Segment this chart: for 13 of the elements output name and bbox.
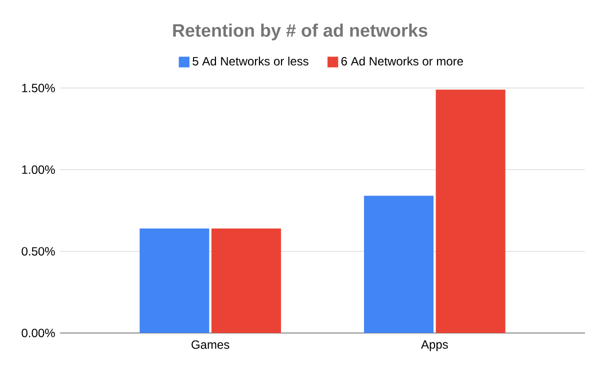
legend-label: 5 Ad Networks or less — [192, 56, 308, 66]
x-tick-label: Apps — [421, 340, 448, 352]
chart-title: Retention by # of ad networks — [173, 24, 428, 40]
bar — [140, 228, 210, 333]
y-tick-label: 1.50% — [22, 84, 55, 92]
bar — [436, 90, 506, 333]
bar — [364, 196, 434, 333]
bar — [211, 228, 281, 333]
y-tick-label: 0.00% — [22, 328, 55, 338]
legend-label: 6 Ad Networks or more — [341, 56, 463, 66]
y-tick-label: 0.50% — [22, 247, 55, 256]
y-tick-label: 1.00% — [22, 165, 55, 174]
x-tick-label: Games — [192, 340, 230, 349]
